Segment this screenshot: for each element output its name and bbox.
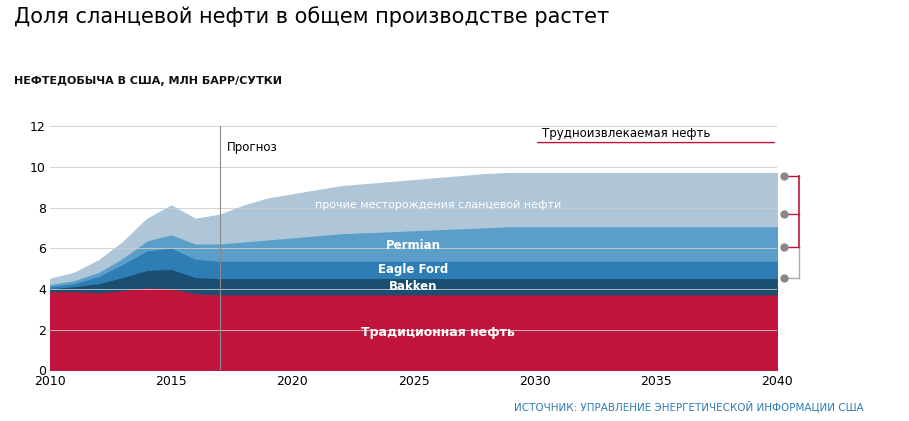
Text: Традиционная нефть: Традиционная нефть (361, 326, 514, 339)
Text: Permian: Permian (386, 239, 441, 252)
Text: НЕФТЕДОБЫЧА В США, МЛН БАРР/СУТКИ: НЕФТЕДОБЫЧА В США, МЛН БАРР/СУТКИ (14, 76, 282, 86)
Text: Bakken: Bakken (389, 280, 438, 293)
Text: ИСТОЧНИК: УПРАВЛЕНИЕ ЭНЕРГЕТИЧЕСКОЙ ИНФОРМАЦИИ США: ИСТОЧНИК: УПРАВЛЕНИЕ ЭНЕРГЕТИЧЕСКОЙ ИНФО… (514, 401, 864, 413)
Text: прочие месторождения сланцевой нефти: прочие месторождения сланцевой нефти (315, 200, 561, 210)
Text: Eagle Ford: Eagle Ford (378, 263, 449, 276)
Text: Трудноизвлекаемая нефть: Трудноизвлекаемая нефть (542, 127, 711, 139)
Text: Прогноз: Прогноз (227, 141, 277, 154)
Text: Доля сланцевой нефти в общем производстве растет: Доля сланцевой нефти в общем производств… (14, 6, 609, 27)
